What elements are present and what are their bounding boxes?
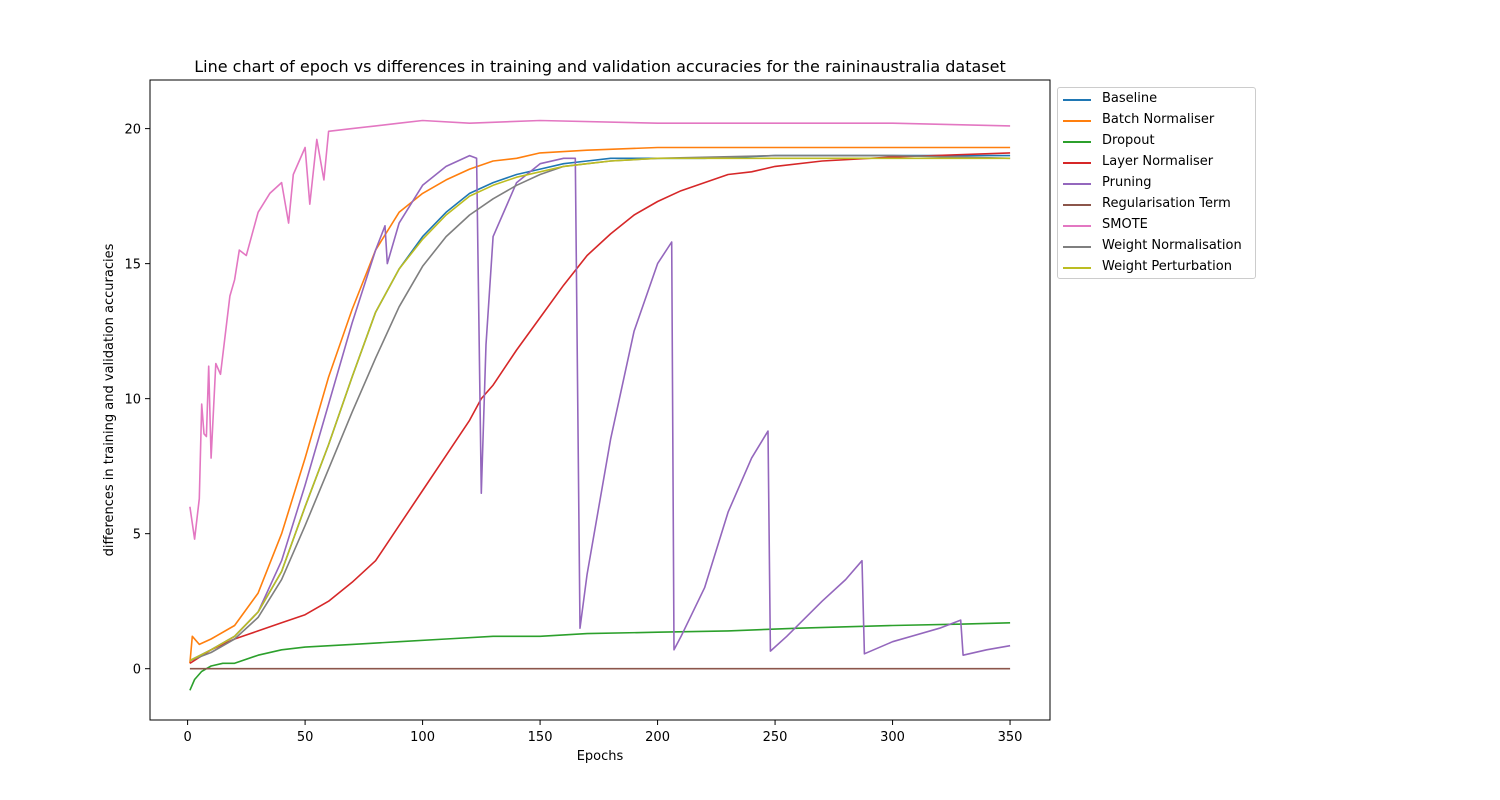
legend-item: Weight Normalisation	[1058, 236, 1255, 257]
series-line-baseline	[189, 154, 1011, 662]
legend-swatch	[1063, 225, 1091, 227]
series-line-layer-normaliser	[189, 152, 1011, 664]
x-tick-label: 200	[645, 730, 670, 745]
x-tick-label: 350	[998, 730, 1023, 745]
legend-label: Layer Normaliser	[1102, 154, 1214, 169]
y-tick-label: 5	[133, 528, 141, 543]
legend-item: SMOTE	[1058, 215, 1255, 236]
legend-label: Pruning	[1102, 175, 1152, 190]
legend-swatch	[1063, 183, 1091, 185]
y-tick-label: 20	[124, 123, 141, 138]
legend-swatch	[1063, 162, 1091, 164]
x-axis-ticks: 0 50 100 150 200 250 300 350	[183, 720, 1022, 745]
plot-frame	[149, 79, 1051, 721]
legend-swatch	[1063, 99, 1091, 101]
legend-swatch	[1063, 204, 1091, 206]
y-tick-label: 15	[124, 258, 141, 273]
x-tick-label: 0	[183, 730, 191, 745]
legend: Baseline Batch Normaliser Dropout Layer Nor…	[1057, 87, 1256, 279]
x-tick-label: 300	[880, 730, 905, 745]
legend-label: Batch Normaliser	[1102, 112, 1215, 127]
series-line-smote	[189, 119, 1011, 540]
y-tick-label: 0	[133, 663, 141, 678]
x-tick-label: 150	[528, 730, 553, 745]
legend-item: Layer Normaliser	[1058, 152, 1255, 173]
legend-label: Weight Normalisation	[1102, 238, 1242, 253]
legend-item: Batch Normaliser	[1058, 110, 1255, 131]
legend-item: Dropout	[1058, 131, 1255, 152]
y-tick-label: 10	[124, 393, 141, 408]
legend-label: Dropout	[1102, 133, 1155, 148]
x-tick-label: 100	[410, 730, 435, 745]
legend-swatch	[1063, 141, 1091, 143]
series-lines	[189, 119, 1011, 691]
legend-swatch	[1063, 120, 1091, 122]
legend-item: Baseline	[1058, 89, 1255, 110]
legend-swatch	[1063, 267, 1091, 269]
series-line-weight-normalisation	[189, 154, 1011, 662]
legend-swatch	[1063, 246, 1091, 248]
legend-item: Weight Perturbation	[1058, 257, 1255, 278]
legend-label: Weight Perturbation	[1102, 259, 1232, 274]
y-axis-label: differences in training and validation a…	[102, 243, 117, 556]
x-tick-label: 250	[763, 730, 788, 745]
series-line-weight-perturbation	[189, 157, 1011, 662]
series-line-batch-normaliser	[189, 146, 1011, 664]
y-axis-ticks: 0 5 10 15 20	[124, 123, 150, 678]
legend-item: Regularisation Term	[1058, 194, 1255, 215]
legend-label: Baseline	[1102, 91, 1158, 106]
x-axis-label: Epochs	[577, 749, 624, 764]
series-line-dropout	[189, 622, 1011, 691]
legend-label: Regularisation Term	[1102, 196, 1231, 211]
chart-title: Line chart of epoch vs differences in tr…	[194, 57, 1005, 76]
series-line-pruning	[189, 154, 1011, 662]
legend-label: SMOTE	[1102, 217, 1148, 232]
x-tick-label: 50	[297, 730, 314, 745]
legend-item: Pruning	[1058, 173, 1255, 194]
